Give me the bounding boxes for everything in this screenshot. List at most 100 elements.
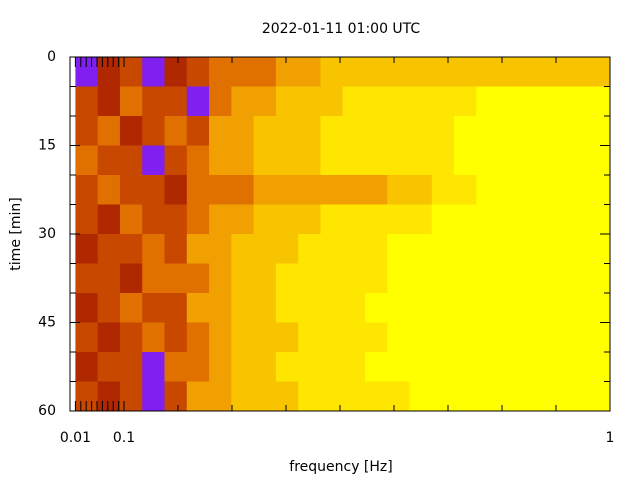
heat-cell (342, 322, 366, 353)
heat-cell (342, 204, 366, 235)
heat-cell (387, 234, 411, 264)
heat-cell (520, 234, 544, 264)
heat-cell (520, 263, 544, 294)
heat-cell (142, 116, 165, 146)
x-tick-label: 0.1 (113, 430, 135, 446)
heat-cell (387, 293, 411, 323)
heat-cell (186, 381, 210, 412)
heat-cell (75, 293, 99, 323)
heat-cell (409, 234, 433, 264)
heat-cell (209, 352, 232, 382)
heat-cell (253, 116, 277, 146)
heat-cell (454, 175, 477, 205)
heat-cell (543, 145, 566, 176)
heat-cell (75, 145, 99, 176)
heat-cell (253, 293, 277, 323)
heat-cell (454, 86, 477, 117)
heat-cell (275, 381, 299, 412)
heat-cell (186, 293, 210, 323)
heat-cell (454, 57, 477, 87)
heat-cell (409, 57, 433, 87)
heat-cell (298, 145, 321, 176)
heat-cell (298, 352, 321, 382)
heat-cell (454, 381, 477, 412)
heat-cell (587, 86, 611, 117)
heat-cell (565, 234, 589, 264)
heat-cell (119, 234, 143, 264)
heat-cell (431, 263, 455, 294)
heat-cell (431, 234, 455, 264)
heat-cell (565, 322, 589, 353)
heat-cell (119, 381, 143, 412)
heat-cell (253, 381, 277, 412)
heat-cell (75, 381, 99, 412)
heat-cell (543, 234, 566, 264)
heat-cell (209, 145, 232, 176)
heat-cell (97, 116, 121, 146)
heat-cell (164, 234, 188, 264)
heat-cell (320, 57, 344, 87)
heat-cell (387, 116, 411, 146)
heat-cell (97, 234, 121, 264)
heat-cell (498, 204, 522, 235)
heat-cell (364, 204, 388, 235)
heat-cell (364, 57, 388, 87)
heat-cell (142, 381, 165, 412)
heat-cell (543, 204, 566, 235)
heat-cell (253, 234, 277, 264)
heat-cell (298, 322, 321, 353)
heat-cell (97, 86, 121, 117)
heat-cell (209, 263, 232, 294)
heat-cell (186, 145, 210, 176)
heat-cell (253, 175, 277, 205)
heat-cell (119, 204, 143, 235)
heat-cell (209, 57, 232, 87)
heat-cell (75, 57, 99, 87)
heatmap (75, 57, 611, 412)
heat-cell (320, 263, 344, 294)
heat-cell (476, 322, 500, 353)
heat-cell (476, 116, 500, 146)
heat-cell (298, 204, 321, 235)
heat-cell (253, 204, 277, 235)
heat-cell (298, 293, 321, 323)
heat-cell (298, 234, 321, 264)
heat-cell (387, 381, 411, 412)
heat-cell (565, 57, 589, 87)
heat-cell (476, 234, 500, 264)
heat-cell (75, 204, 99, 235)
heat-cell (520, 145, 544, 176)
heat-cell (409, 322, 433, 353)
heat-cell (565, 381, 589, 412)
heat-cell (186, 204, 210, 235)
heat-cell (431, 204, 455, 235)
heat-cell (275, 57, 299, 87)
heat-cell (520, 381, 544, 412)
heat-cell (75, 175, 99, 205)
heat-cell (587, 293, 611, 323)
heat-cell (320, 204, 344, 235)
heat-cell (498, 145, 522, 176)
heat-cell (253, 352, 277, 382)
heat-cell (520, 204, 544, 235)
heat-cell (409, 204, 433, 235)
heat-cell (498, 175, 522, 205)
heat-cell (164, 322, 188, 353)
heat-cell (119, 145, 143, 176)
heat-cell (186, 175, 210, 205)
heat-cell (342, 381, 366, 412)
heat-cell (186, 352, 210, 382)
heat-cell (431, 293, 455, 323)
heat-cell (454, 352, 477, 382)
heat-cell (587, 116, 611, 146)
heat-cell (454, 293, 477, 323)
heat-cell (298, 381, 321, 412)
heat-cell (253, 145, 277, 176)
heat-cell (142, 322, 165, 353)
heat-cell (97, 175, 121, 205)
heat-cell (231, 86, 255, 117)
heat-cell (119, 352, 143, 382)
heat-cell (186, 116, 210, 146)
heat-cell (253, 322, 277, 353)
heat-cell (298, 263, 321, 294)
